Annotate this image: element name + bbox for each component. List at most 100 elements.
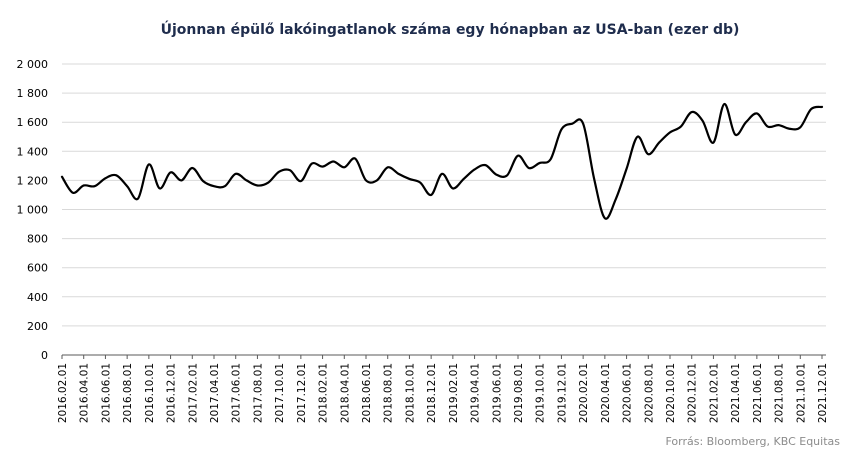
data-point: [311, 162, 313, 164]
x-tick-label: 2017.10.01: [274, 363, 286, 423]
y-tick-label: 0: [41, 349, 48, 362]
data-point: [256, 184, 258, 186]
y-axis-tick-labels: 0 200 400 600 800 1 000 1 200 1 400 1 600 1 800 2 …: [17, 58, 49, 362]
data-point: [701, 120, 703, 122]
x-tick-label: 2020.06.01: [622, 363, 634, 423]
y-tick-label: 800: [27, 233, 48, 246]
x-tick-label: 2016.10.01: [144, 363, 156, 423]
data-point: [463, 178, 465, 180]
y-tick-label: 400: [27, 291, 48, 304]
data-point: [180, 179, 182, 181]
data-point: [625, 168, 627, 170]
data-point: [658, 141, 660, 143]
y-tick-label: 1 600: [17, 116, 49, 129]
data-point: [571, 122, 573, 124]
x-tick-label: 2019.06.01: [491, 363, 503, 423]
x-tick-label: 2020.04.01: [600, 363, 612, 423]
x-tick-label: 2018.02.01: [318, 363, 330, 423]
x-tick-label: 2017.06.01: [231, 363, 243, 423]
data-point: [495, 173, 497, 175]
data-point: [300, 180, 302, 182]
data-point: [506, 174, 508, 176]
data-point: [321, 165, 323, 167]
data-point: [343, 166, 345, 168]
data-point: [419, 181, 421, 183]
y-tick-label: 600: [27, 262, 48, 275]
data-point: [712, 141, 714, 143]
x-tick-label: 2017.12.01: [296, 363, 308, 423]
data-point: [452, 187, 454, 189]
data-point: [473, 168, 475, 170]
data-point: [582, 122, 584, 124]
x-tick-label: 2019.08.01: [513, 363, 525, 423]
data-point: [332, 160, 334, 162]
x-tick-label: 2017.02.01: [187, 363, 199, 423]
data-point: [647, 153, 649, 155]
data-point: [202, 180, 204, 182]
y-tick-label: 1 200: [17, 174, 49, 187]
x-tick-label: 2020.12.01: [687, 363, 699, 423]
y-tick-label: 1 000: [17, 204, 49, 217]
data-point: [430, 194, 432, 196]
x-tick-label: 2016.02.01: [57, 363, 69, 423]
x-tick-label: 2020.08.01: [643, 363, 655, 423]
data-point: [278, 170, 280, 172]
series-line: [60, 102, 824, 220]
chart-title: Újonnan épülő lakóingatlanok száma egy h…: [160, 22, 740, 38]
x-tick-label: 2016.06.01: [100, 363, 112, 423]
data-point: [636, 136, 638, 138]
data-point: [528, 167, 530, 169]
data-point: [669, 131, 671, 133]
data-point: [593, 177, 595, 179]
x-tick-label: 2021.12.01: [817, 363, 829, 423]
y-tick-label: 1 800: [17, 87, 49, 100]
data-point: [484, 164, 486, 166]
data-point: [517, 154, 519, 156]
data-point: [159, 187, 161, 189]
data-point: [408, 178, 410, 180]
data-point: [104, 177, 106, 179]
data-point: [691, 111, 693, 113]
data-point: [213, 185, 215, 187]
gridlines: [62, 63, 826, 356]
x-tick-label: 2021.06.01: [752, 363, 764, 423]
data-point: [767, 125, 769, 127]
x-tick-label: 2016.04.01: [79, 363, 91, 423]
source-note: Forrás: Bloomberg, KBC Equitas: [665, 435, 840, 448]
x-tick-label: 2021.02.01: [708, 363, 720, 423]
y-tick-label: 200: [27, 320, 48, 333]
x-tick-label: 2018.06.01: [361, 363, 373, 423]
x-tick-label: 2019.02.01: [448, 363, 460, 423]
x-tick-label: 2019.10.01: [535, 363, 547, 423]
data-point: [680, 125, 682, 127]
data-point: [723, 103, 725, 105]
data-point: [267, 181, 269, 183]
data-point: [224, 185, 226, 187]
x-tick-label: 2018.08.01: [383, 363, 395, 423]
data-point: [245, 179, 247, 181]
data-point: [745, 121, 747, 123]
x-tick-label: 2018.04.01: [339, 363, 351, 423]
data-point: [93, 185, 95, 187]
data-point: [169, 171, 171, 173]
x-tick-label: 2020.10.01: [665, 363, 677, 423]
data-point: [191, 167, 193, 169]
data-point: [799, 126, 801, 128]
data-point: [777, 124, 779, 126]
data-point: [137, 197, 139, 199]
data-point: [235, 173, 237, 175]
data-point: [604, 217, 606, 219]
x-tick-label: 2018.10.01: [404, 363, 416, 423]
data-point: [441, 173, 443, 175]
data-point: [756, 112, 758, 114]
x-tick-label: 2021.08.01: [774, 363, 786, 423]
data-point: [354, 157, 356, 159]
x-tick-label: 2019.04.01: [470, 363, 482, 423]
x-tick-label: 2016.08.01: [122, 363, 134, 423]
series-group: [60, 102, 824, 220]
x-tick-label: 2021.04.01: [730, 363, 742, 423]
x-tick-label: 2016.12.01: [166, 363, 178, 423]
data-point: [821, 106, 823, 108]
data-point: [61, 176, 63, 178]
